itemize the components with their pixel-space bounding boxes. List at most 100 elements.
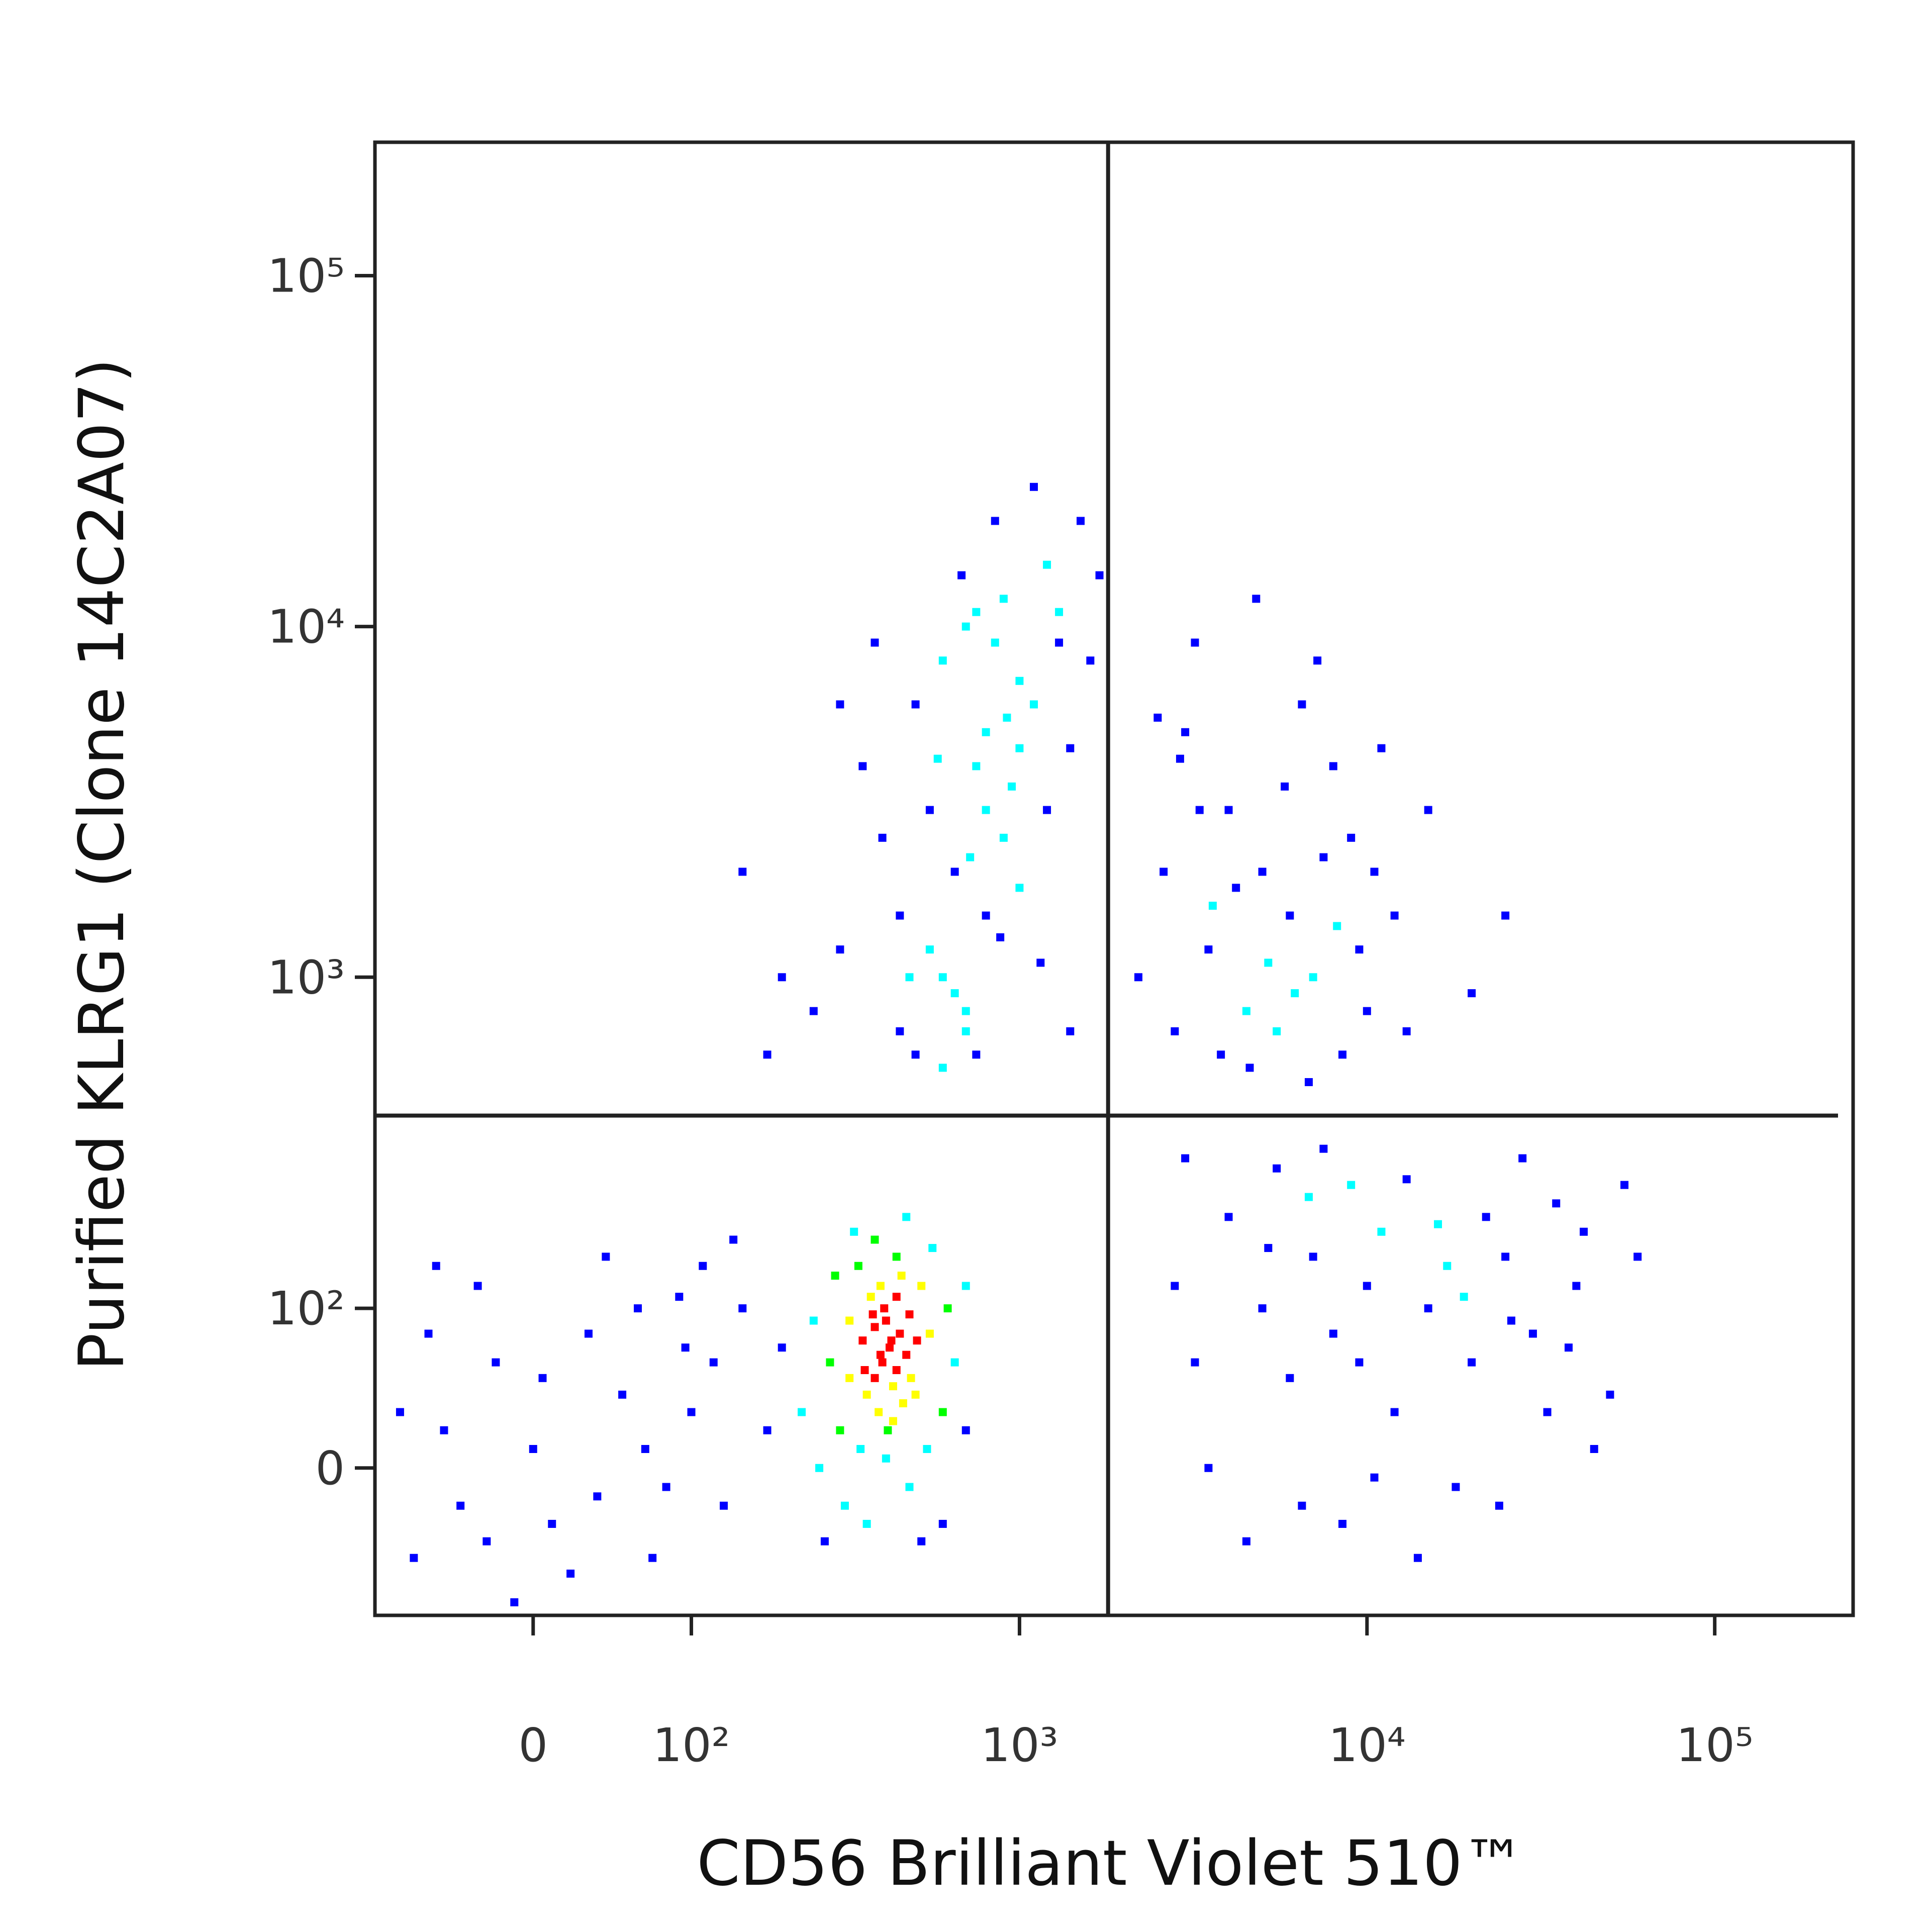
event-dot xyxy=(1176,754,1184,763)
event-dot xyxy=(1620,1181,1629,1189)
y-tick-label: 10⁴ xyxy=(267,600,345,654)
event-dot xyxy=(529,1444,537,1453)
event-dot xyxy=(866,1293,875,1301)
event-dot xyxy=(938,1519,947,1528)
event-dot xyxy=(1333,922,1341,930)
event-dot xyxy=(938,656,947,665)
event-dot xyxy=(902,1350,911,1359)
event-dot xyxy=(892,1252,901,1261)
event-dot xyxy=(1507,1316,1515,1325)
event-dot xyxy=(858,762,867,770)
event-dot xyxy=(860,1366,869,1374)
event-dot xyxy=(972,1050,981,1059)
event-dot xyxy=(675,1293,684,1301)
event-dot xyxy=(826,1358,834,1367)
x-tick-label: 10⁴ xyxy=(1328,1718,1406,1772)
event-dot xyxy=(896,911,904,920)
event-dot xyxy=(396,1408,404,1416)
event-dot xyxy=(854,1262,862,1270)
x-axis-label: CD56 Brilliant Violet 510™ xyxy=(697,1827,1525,1900)
event-dot xyxy=(1055,608,1064,616)
event-dot xyxy=(972,762,981,770)
event-dot xyxy=(1552,1199,1561,1208)
event-dot xyxy=(1191,1358,1199,1367)
event-dot xyxy=(1086,656,1095,665)
event-dot xyxy=(1319,853,1328,861)
event-dot xyxy=(836,945,844,954)
event-dot xyxy=(1528,1329,1537,1338)
event-dot xyxy=(1208,902,1217,910)
event-dot xyxy=(911,700,920,709)
event-dot xyxy=(641,1444,649,1453)
event-dot xyxy=(875,1408,883,1416)
event-dot xyxy=(996,933,1005,941)
event-dot xyxy=(699,1262,707,1270)
event-dot xyxy=(1347,833,1356,842)
event-dot xyxy=(1370,867,1379,876)
event-dot xyxy=(938,973,947,982)
event-dot xyxy=(957,571,966,579)
event-dot xyxy=(1580,1227,1588,1236)
event-dot xyxy=(1181,1154,1190,1163)
event-dot xyxy=(1264,1244,1273,1252)
event-dot xyxy=(1003,713,1011,722)
y-tick-label: 10² xyxy=(267,1282,345,1335)
event-dot xyxy=(831,1272,839,1280)
event-dot xyxy=(1204,945,1213,954)
event-dot xyxy=(1008,782,1016,791)
event-dot xyxy=(1029,482,1038,491)
event-dot xyxy=(538,1374,547,1382)
event-dot xyxy=(950,867,959,876)
event-dot xyxy=(634,1304,642,1313)
event-dot xyxy=(896,1027,904,1035)
event-dot xyxy=(1029,700,1038,709)
event-dot xyxy=(917,1282,926,1290)
event-dot xyxy=(925,945,934,954)
event-dot xyxy=(1501,911,1510,920)
event-dot xyxy=(1043,560,1051,569)
event-dot xyxy=(1313,656,1322,665)
event-dot xyxy=(1195,806,1204,814)
x-tick-label: 10³ xyxy=(981,1718,1058,1772)
y-axis-label: Purified KLRG1 (Clone 14C2A07) xyxy=(66,358,138,1371)
event-dot xyxy=(862,1390,871,1399)
event-dot xyxy=(862,1519,871,1528)
event-dot xyxy=(1273,1027,1281,1035)
event-dot xyxy=(1066,744,1075,752)
event-dot xyxy=(1468,989,1476,998)
event-dot xyxy=(1291,989,1299,998)
event-dot xyxy=(897,1272,906,1280)
event-dot xyxy=(999,595,1008,603)
event-dot xyxy=(907,1374,915,1382)
event-dot xyxy=(1434,1220,1442,1228)
event-dot xyxy=(1204,1464,1213,1472)
y-tick-label: 10³ xyxy=(267,950,345,1004)
event-dot xyxy=(1171,1027,1179,1035)
event-dot xyxy=(982,911,990,920)
event-dot xyxy=(1452,1483,1460,1491)
y-tick-label: 10⁵ xyxy=(267,249,345,303)
event-dot xyxy=(917,1537,926,1545)
event-dot xyxy=(878,1358,887,1367)
event-dot xyxy=(1242,1007,1250,1015)
event-dot xyxy=(618,1390,627,1399)
event-dot xyxy=(1286,911,1294,920)
event-dot xyxy=(440,1426,448,1434)
event-dot xyxy=(871,1235,879,1244)
event-dot xyxy=(1413,1554,1422,1562)
event-dot xyxy=(858,1336,867,1345)
event-dot xyxy=(1309,973,1317,982)
event-dot xyxy=(709,1358,718,1367)
event-dot xyxy=(871,1323,879,1331)
event-dot xyxy=(1304,1078,1313,1087)
event-dot xyxy=(1095,571,1104,579)
event-dot xyxy=(1015,744,1024,752)
event-dot xyxy=(584,1329,593,1338)
event-dot xyxy=(923,1444,931,1453)
event-dot xyxy=(902,1213,911,1221)
event-dot xyxy=(913,1336,921,1345)
y-tick-label: 0 xyxy=(315,1441,345,1495)
event-dot xyxy=(738,1304,747,1313)
event-dot xyxy=(1370,1473,1379,1482)
